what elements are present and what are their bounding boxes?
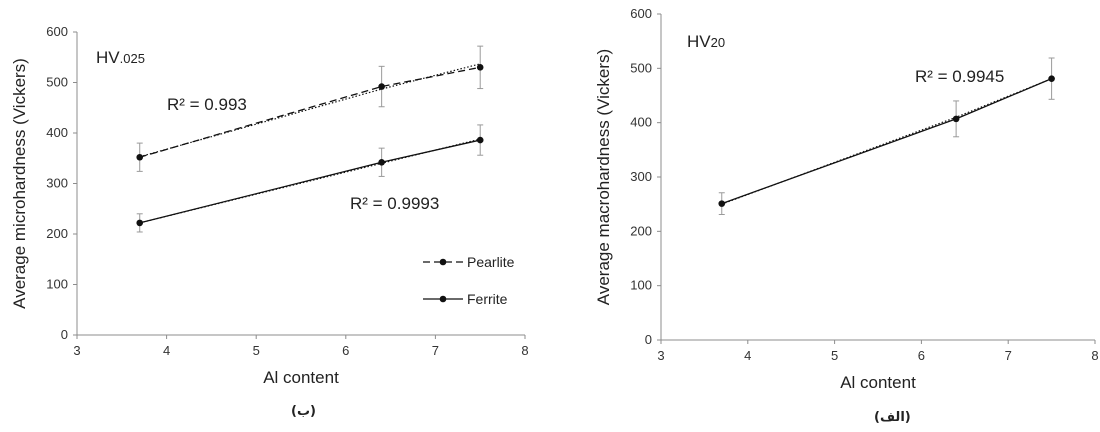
left-y-tick-label: 300	[46, 176, 68, 191]
right-x-tick-label: 8	[1091, 348, 1098, 363]
right-y-tick-label: 300	[630, 169, 652, 184]
left-series-1-point	[378, 158, 385, 166]
chart-right-macrohardness: 0 100 200 300 400 500 600 3 4 5 6 7 8 Al content Avera…	[575, 0, 1100, 432]
left-x-tick-label: 3	[73, 343, 80, 358]
left-y-tick-label: 600	[46, 24, 68, 39]
right-series-0-line	[721, 78, 1052, 205]
right-x-tick-label: 5	[831, 348, 838, 363]
right-x-tick-label: 4	[744, 348, 751, 363]
right-series-0-point	[952, 115, 960, 123]
left-corner-label-main: HV	[96, 48, 120, 67]
left-x-tick-label: 6	[342, 343, 349, 358]
left-y-tick-label: 500	[46, 75, 68, 90]
left-y-tick-label: 400	[46, 125, 68, 140]
left-series-0-point	[476, 64, 484, 71]
left-y-axis-label: Average microhardness (Vickers)	[10, 58, 29, 309]
left-corner-label-sub: .025	[120, 51, 145, 66]
left-x-axis-label: Al content	[263, 368, 339, 387]
chart-right-caption: (الف)	[874, 410, 911, 425]
left-x-tick-label: 4	[163, 343, 170, 358]
left-legend-label-0: Pearlite	[467, 254, 515, 270]
right-y-axis-label: Average macrohardness (Vickers)	[594, 49, 613, 305]
chart-left-svg: 0 100 200 300 400 500 600 3 4 5 6 7 8 Al content Avera…	[10, 24, 529, 387]
right-y-tick-label: 100	[630, 278, 652, 293]
right-y-tick-label: 0	[645, 332, 652, 347]
chart-right-svg: 0 100 200 300 400 500 600 3 4 5 6 7 8 Al content Avera…	[594, 6, 1099, 392]
right-x-tick-label: 6	[918, 348, 925, 363]
left-series-1-point	[136, 219, 144, 227]
right-y-tick-label: 500	[630, 60, 652, 75]
right-x-tick-label: 3	[657, 348, 664, 363]
right-corner-label-main: HV	[687, 32, 711, 51]
right-y-tick-label: 400	[630, 115, 652, 130]
left-legend-marker-1	[439, 295, 447, 303]
left-series-1-r2-label: R² = 0.9993	[350, 194, 439, 213]
right-y-tick-label: 600	[630, 6, 652, 21]
left-corner-label: HV.025	[96, 48, 145, 67]
left-series-0-trendline	[139, 63, 481, 158]
right-y-tick-label: 200	[630, 223, 652, 238]
left-series-0-point	[136, 153, 144, 161]
left-x-tick-label: 7	[432, 343, 439, 358]
chart-left-microhardness: 0 100 200 300 400 500 600 3 4 5 6 7 8 Al content Avera…	[10, 24, 529, 419]
chart-left-caption: (ب)	[291, 404, 316, 419]
left-x-tick-label: 5	[253, 343, 260, 358]
right-x-axis-label: Al content	[840, 373, 916, 392]
left-legend-label-1: Ferrite	[467, 291, 508, 307]
left-y-tick-label: 0	[61, 327, 68, 342]
left-y-tick-label: 100	[46, 277, 68, 292]
right-series-0-point	[718, 200, 726, 207]
right-series-0-r2-label: R² = 0.9945	[915, 67, 1004, 86]
right-x-tick-label: 7	[1005, 348, 1012, 363]
left-x-tick-label: 8	[521, 343, 528, 358]
left-series-0-point	[378, 83, 385, 90]
right-corner-label: HV20	[687, 32, 725, 51]
left-legend-marker-0	[439, 258, 447, 266]
left-series-0-r2-label: R² = 0.993	[167, 95, 247, 114]
left-y-tick-label: 200	[46, 226, 68, 241]
left-series-1-point	[476, 136, 484, 144]
right-corner-label-sub: 20	[711, 35, 725, 50]
right-series-0-point	[1048, 75, 1055, 82]
